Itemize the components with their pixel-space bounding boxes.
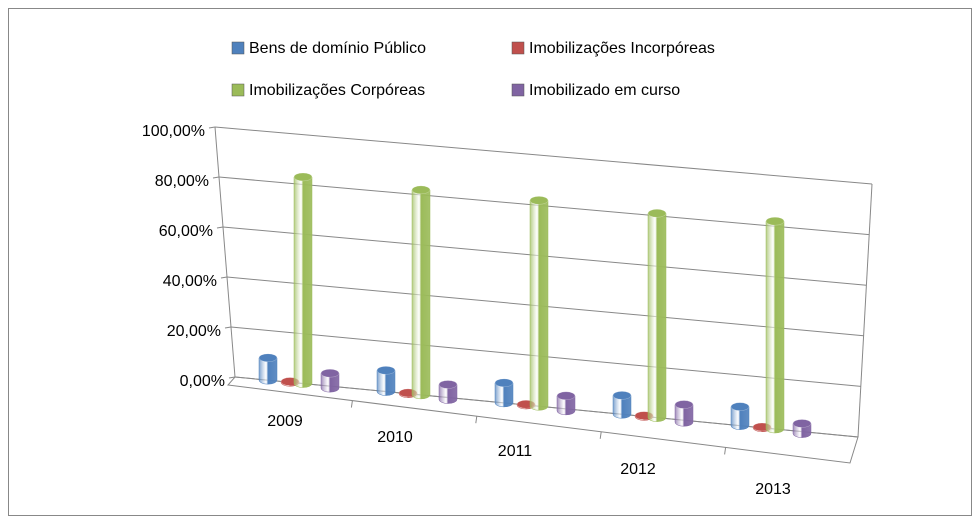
wall-edge (214, 126, 236, 378)
x-tick-label: 2009 (267, 413, 303, 430)
cylinder (320, 368, 340, 393)
legend-label: Imobilizações Incorpóreas (529, 40, 715, 57)
y-tick (216, 226, 224, 229)
cylinder (765, 216, 785, 434)
legend-label: Imobilizado em curso (529, 82, 680, 99)
cylinder (376, 366, 396, 396)
cylinder (730, 402, 750, 430)
legend-swatch (231, 83, 245, 97)
y-tick (220, 276, 228, 279)
wall-edge (857, 183, 873, 438)
x-tick-label: 2013 (755, 481, 791, 498)
cylinder (792, 419, 812, 438)
y-tick-label: 20,00% (167, 323, 221, 340)
cylinder (438, 380, 458, 404)
cylinder (529, 196, 549, 411)
y-tick-label: 60,00% (159, 223, 213, 240)
y-tick-label: 100,00% (142, 123, 205, 140)
legend-swatch (231, 41, 245, 55)
cylinder (411, 185, 431, 400)
cylinder (293, 172, 313, 388)
x-tick-label: 2011 (498, 443, 533, 460)
x-tick-label: 2012 (620, 461, 656, 478)
y-tick (224, 326, 232, 329)
y-tick (208, 126, 216, 129)
cylinder (556, 391, 576, 416)
legend-swatch (511, 83, 525, 97)
y-tick-label: 80,00% (155, 173, 209, 190)
grid-line (214, 126, 873, 185)
x-tick-label: 2010 (377, 429, 413, 446)
legend-swatch (511, 41, 525, 55)
cylinder (258, 353, 278, 385)
y-tick (212, 176, 220, 179)
cylinder (647, 209, 667, 422)
legend-label: Bens de domínio Público (249, 40, 426, 57)
y-tick-label: 0,00% (180, 373, 225, 390)
x-tick (599, 431, 602, 439)
cylinder (494, 378, 514, 408)
cylinder (674, 400, 694, 427)
cylinder (612, 391, 632, 419)
x-tick (724, 447, 727, 455)
x-tick (350, 400, 353, 408)
legend-label: Imobilizações Corpóreas (249, 82, 425, 99)
y-tick (228, 376, 236, 379)
x-tick (475, 416, 478, 424)
y-tick-label: 40,00% (163, 273, 217, 290)
